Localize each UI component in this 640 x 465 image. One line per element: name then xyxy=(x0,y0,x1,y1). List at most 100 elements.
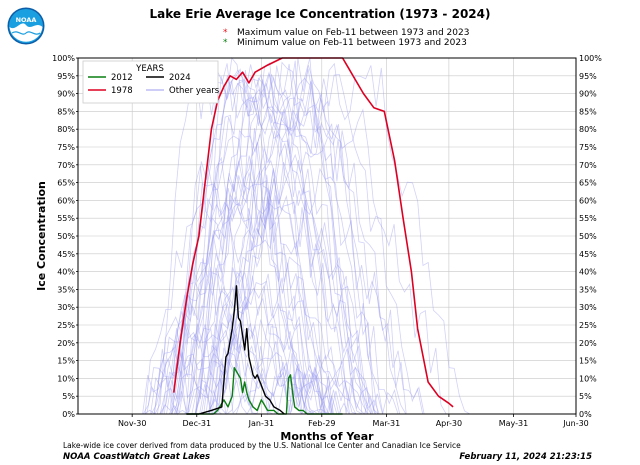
y-tick-label-left: 40% xyxy=(57,268,75,277)
other-year-line xyxy=(150,79,417,415)
y-axis-ticks: 0% 0% 5% 5% 10% 10% 15% 15% 20% 20% 25% 25% 30% 30% 35… xyxy=(52,54,602,419)
y-axis-label: Ice Concentration xyxy=(35,181,48,291)
other-year-line xyxy=(129,127,317,415)
note-min-text: Minimum value on Feb-11 between 1973 and… xyxy=(237,38,467,48)
note-max: * Maximum value on Feb-11 between 1973 an… xyxy=(223,28,469,38)
y-tick-label-right: 15% xyxy=(579,357,597,366)
y-tick-label-left: 95% xyxy=(57,72,75,81)
other-year-line xyxy=(144,71,379,415)
y-tick-label-right: 80% xyxy=(579,125,597,134)
other-year-line xyxy=(200,168,331,415)
other-year-line xyxy=(193,319,339,415)
y-tick-label-right: 70% xyxy=(579,161,597,170)
y-tick-label-left: 45% xyxy=(57,250,75,259)
other-year-line xyxy=(193,70,392,415)
x-tick-label: May-31 xyxy=(499,419,528,428)
y-tick-label-left: 50% xyxy=(57,232,75,241)
y-tick-label-left: 70% xyxy=(57,161,75,170)
y-tick-label-left: 85% xyxy=(57,107,75,116)
other-year-line xyxy=(136,186,340,415)
source-label: NOAA CoastWatch Great Lakes xyxy=(63,452,211,462)
y-tick-label-right: 60% xyxy=(579,196,597,205)
y-tick-label-right: 65% xyxy=(579,179,597,188)
y-tick-label-right: 10% xyxy=(579,374,597,383)
other-year-line xyxy=(160,171,338,415)
other-year-line xyxy=(164,156,263,415)
other-year-line xyxy=(143,63,373,415)
x-tick-label: Jun-30 xyxy=(562,419,589,428)
other-year-line xyxy=(181,155,307,415)
y-tick-label-right: 85% xyxy=(579,107,597,116)
x-tick-label: Mar-31 xyxy=(373,419,401,428)
other-year-line xyxy=(161,129,381,415)
y-tick-label-left: 5% xyxy=(62,392,75,401)
logo-text: NOAA xyxy=(16,16,37,24)
legend-box xyxy=(82,60,219,104)
other-year-line xyxy=(144,272,343,415)
other-year-line xyxy=(153,181,373,415)
y-tick-label-left: 0% xyxy=(62,410,75,419)
other-year-line xyxy=(125,260,376,415)
y-tick-label-right: 45% xyxy=(579,250,597,259)
y-tick-label-left: 75% xyxy=(57,143,75,152)
other-year-line xyxy=(155,307,281,415)
other-year-line xyxy=(134,200,416,415)
y-tick-label-right: 35% xyxy=(579,285,597,294)
x-tick-label: Nov-30 xyxy=(118,419,146,428)
y-tick-label-right: 30% xyxy=(579,303,597,312)
max-star-icon: * xyxy=(223,28,228,38)
other-year-line xyxy=(140,195,339,415)
legend-title: YEARS xyxy=(135,64,164,74)
y-tick-label-right: 100% xyxy=(579,54,602,63)
y-tick-label-left: 30% xyxy=(57,303,75,312)
other-year-line xyxy=(205,364,404,415)
y-tick-label-left: 65% xyxy=(57,179,75,188)
x-axis-ticks: Nov-30 Dec-31 Jan-31 Feb-29 Mar-31 Apr-30 May-… xyxy=(118,414,589,428)
other-year-line xyxy=(166,326,344,415)
legend: YEARS 2012 2024 1978 Other years xyxy=(82,60,220,104)
y-tick-label-left: 55% xyxy=(57,214,75,223)
other-year-line xyxy=(158,297,373,415)
other-year-line xyxy=(199,363,346,416)
y-tick-label-left: 60% xyxy=(57,196,75,205)
legend-entry: 2024 xyxy=(169,73,191,83)
other-year-line xyxy=(150,285,323,415)
y-tick-label-right: 50% xyxy=(579,232,597,241)
other-year-line xyxy=(177,179,324,415)
y-tick-label-left: 35% xyxy=(57,285,75,294)
other-year-line xyxy=(152,112,382,415)
y-tick-label-right: 40% xyxy=(579,268,597,277)
chart-title: Lake Erie Average Ice Concentration (197… xyxy=(149,7,491,21)
timestamp: February 11, 2024 21:23:15 xyxy=(459,452,592,462)
y-tick-label-right: 55% xyxy=(579,214,597,223)
y-tick-label-left: 20% xyxy=(57,339,75,348)
y-tick-label-right: 0% xyxy=(579,410,592,419)
legend-entry: 2012 xyxy=(111,73,133,83)
x-axis-label: Months of Year xyxy=(280,430,374,443)
other-year-line xyxy=(195,98,389,415)
other-year-line xyxy=(204,104,361,415)
note-max-text: Maximum value on Feb-11 between 1973 and… xyxy=(237,28,470,38)
x-tick-label: Jan-31 xyxy=(248,419,274,428)
other-year-line xyxy=(184,159,430,415)
x-tick-label: Feb-29 xyxy=(308,419,335,428)
other-year-line xyxy=(149,358,327,415)
y-tick-label-left: 10% xyxy=(57,374,75,383)
y-tick-label-left: 25% xyxy=(57,321,75,330)
y-tick-label-right: 25% xyxy=(579,321,597,330)
other-year-line xyxy=(165,62,385,415)
y-tick-label-right: 75% xyxy=(579,143,597,152)
other-year-line xyxy=(189,138,377,415)
note-min: * Minimum value on Feb-11 between 1973 an… xyxy=(223,38,467,48)
y-tick-label-right: 95% xyxy=(579,72,597,81)
y-tick-label-left: 100% xyxy=(52,54,75,63)
other-year-line xyxy=(199,57,481,415)
other-year-line xyxy=(184,57,394,415)
y-tick-label-left: 90% xyxy=(57,90,75,99)
other-year-line xyxy=(197,111,417,415)
other-year-line xyxy=(165,60,337,415)
series-line-2012 xyxy=(186,367,343,415)
other-year-line xyxy=(185,121,389,415)
legend-entry: 1978 xyxy=(111,86,133,96)
